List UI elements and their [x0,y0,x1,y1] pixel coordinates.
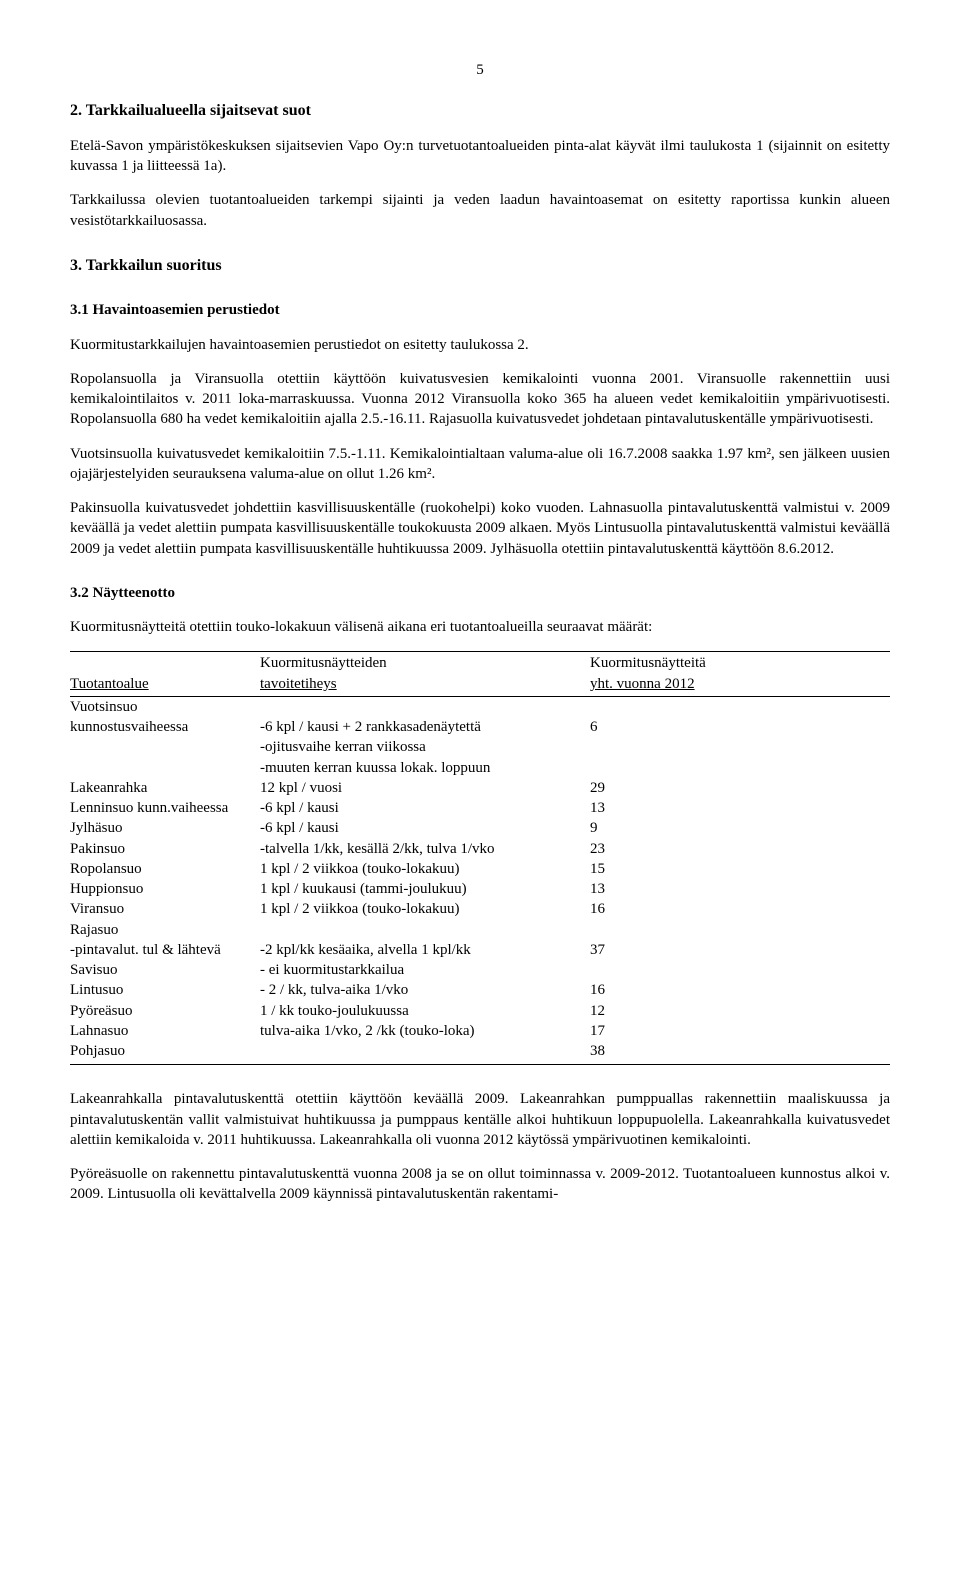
section-3-1-heading: 3.1 Havaintoasemien perustiedot [70,300,890,320]
table-cell [590,960,730,980]
table-cell [590,920,730,940]
table-cell: Lenninsuo kunn.vaiheessa [70,798,260,818]
table-cell: -2 kpl/kk kesäaika, alvella 1 kpl/kk [260,940,590,960]
table-cell [590,758,730,778]
table-cell: Pyöreäsuo [70,1001,260,1021]
table-cell: Pohjasuo [70,1041,260,1061]
table-cell [260,920,590,940]
table-row: Lintusuo- 2 / kk, tulva-aika 1/vko16 [70,980,890,1000]
sampling-table: Kuormitusnäytteiden Kuormitusnäytteitä T… [70,651,890,1065]
table-cell: Viransuo [70,899,260,919]
table-cell: - 2 / kk, tulva-aika 1/vko [260,980,590,1000]
table-row: Viransuo1 kpl / 2 viikkoa (touko-lokakuu… [70,899,890,919]
section-3-2-heading: 3.2 Näytteenotto [70,583,890,603]
table-row: -pintavalut. tul & lähtevä-2 kpl/kk kesä… [70,940,890,960]
table-cell: tulva-aika 1/vko, 2 /kk (touko-loka) [260,1021,590,1041]
table-cell: Lintusuo [70,980,260,1000]
paragraph: Kuormitusnäytteitä otettiin touko-lokaku… [70,617,890,637]
section-2-heading: 2. Tarkkailualueella sijaitsevat suot [70,100,890,122]
table-cell: 13 [590,798,730,818]
table-cell [260,697,590,717]
table-row: Pakinsuo-talvella 1/kk, kesällä 2/kk, tu… [70,839,890,859]
table-cell: 12 kpl / vuosi [260,778,590,798]
table-cell: 38 [590,1041,730,1061]
table-cell: -6 kpl / kausi [260,818,590,838]
table-cell: 13 [590,879,730,899]
table-row: Vuotsinsuo [70,697,890,717]
table-row: Rajasuo [70,920,890,940]
table-row: kunnostusvaiheessa-6 kpl / kausi + 2 ran… [70,717,890,737]
section-3-heading: 3. Tarkkailun suoritus [70,255,890,277]
table-cell: 17 [590,1021,730,1041]
table-row: Lakeanrahka12 kpl / vuosi29 [70,778,890,798]
table-cell [260,1041,590,1061]
table-cell: -ojitusvaihe kerran viikossa [260,737,590,757]
page-number: 5 [70,60,890,80]
paragraph: Pyöreäsuolle on rakennettu pintavalutusk… [70,1164,890,1205]
table-cell: Lakeanrahka [70,778,260,798]
table-cell: -6 kpl / kausi + 2 rankkasadenäytettä [260,717,590,737]
table-row: Lahnasuotulva-aika 1/vko, 2 /kk (touko-l… [70,1021,890,1041]
table-row: Pohjasuo 38 [70,1041,890,1061]
table-cell [70,758,260,778]
table-cell: Savisuo [70,960,260,980]
paragraph: Lakeanrahkalla pintavalutuskenttä otetti… [70,1089,890,1150]
paragraph: Ropolansuolla ja Viransuolla otettiin kä… [70,369,890,430]
table-cell: 23 [590,839,730,859]
table-cell: 12 [590,1001,730,1021]
table-row: Jylhäsuo-6 kpl / kausi9 [70,818,890,838]
table-row: -ojitusvaihe kerran viikossa [70,737,890,757]
table-cell: 1 / kk touko-joulukuussa [260,1001,590,1021]
table-cell: 37 [590,940,730,960]
table-cell: 15 [590,859,730,879]
table-header-row: Kuormitusnäytteiden Kuormitusnäytteitä T… [70,653,890,697]
table-cell: 16 [590,899,730,919]
paragraph: Tarkkailussa olevien tuotantoalueiden ta… [70,190,890,231]
table-cell: -muuten kerran kuussa lokak. loppuun [260,758,590,778]
table-header-cell: Tuotantoalue [70,674,260,694]
table-cell [590,737,730,757]
table-row: Ropolansuo1 kpl / 2 viikkoa (touko-lokak… [70,859,890,879]
table-row: Savisuo- ei kuormitustarkkailua [70,960,890,980]
table-cell: 1 kpl / 2 viikkoa (touko-lokakuu) [260,899,590,919]
table-row: Lenninsuo kunn.vaiheessa-6 kpl / kausi13 [70,798,890,818]
table-cell: Huppionsuo [70,879,260,899]
paragraph: Pakinsuolla kuivatusvedet johdettiin kas… [70,498,890,559]
table-cell: 1 kpl / 2 viikkoa (touko-lokakuu) [260,859,590,879]
table-cell: kunnostusvaiheessa [70,717,260,737]
table-header-cell [70,653,260,673]
paragraph: Etelä-Savon ympäristökeskuksen sijaitsev… [70,136,890,177]
table-cell [70,737,260,757]
table-cell: Rajasuo [70,920,260,940]
table-cell: 16 [590,980,730,1000]
table-cell: Lahnasuo [70,1021,260,1041]
table-row: Huppionsuo1 kpl / kuukausi (tammi-jouluk… [70,879,890,899]
table-cell: Jylhäsuo [70,818,260,838]
table-header-cell: Kuormitusnäytteitä [590,653,730,673]
table-cell: 1 kpl / kuukausi (tammi-joulukuu) [260,879,590,899]
table-cell: Pakinsuo [70,839,260,859]
table-row: Pyöreäsuo1 / kk touko-joulukuussa12 [70,1001,890,1021]
table-row: -muuten kerran kuussa lokak. loppuun [70,758,890,778]
table-cell [590,697,730,717]
table-cell: 9 [590,818,730,838]
table-cell: -pintavalut. tul & lähtevä [70,940,260,960]
table-header-cell: tavoitetiheys [260,674,590,694]
table-cell: Ropolansuo [70,859,260,879]
table-cell: -talvella 1/kk, kesällä 2/kk, tulva 1/vk… [260,839,590,859]
paragraph: Vuotsinsuolla kuivatusvedet kemikaloitii… [70,444,890,485]
table-cell: 6 [590,717,730,737]
table-cell: 29 [590,778,730,798]
paragraph: Kuormitustarkkailujen havaintoasemien pe… [70,335,890,355]
table-header-cell: yht. vuonna 2012 [590,674,730,694]
table-header-cell: Kuormitusnäytteiden [260,653,590,673]
table-cell: - ei kuormitustarkkailua [260,960,590,980]
table-cell: Vuotsinsuo [70,697,260,717]
table-cell: -6 kpl / kausi [260,798,590,818]
